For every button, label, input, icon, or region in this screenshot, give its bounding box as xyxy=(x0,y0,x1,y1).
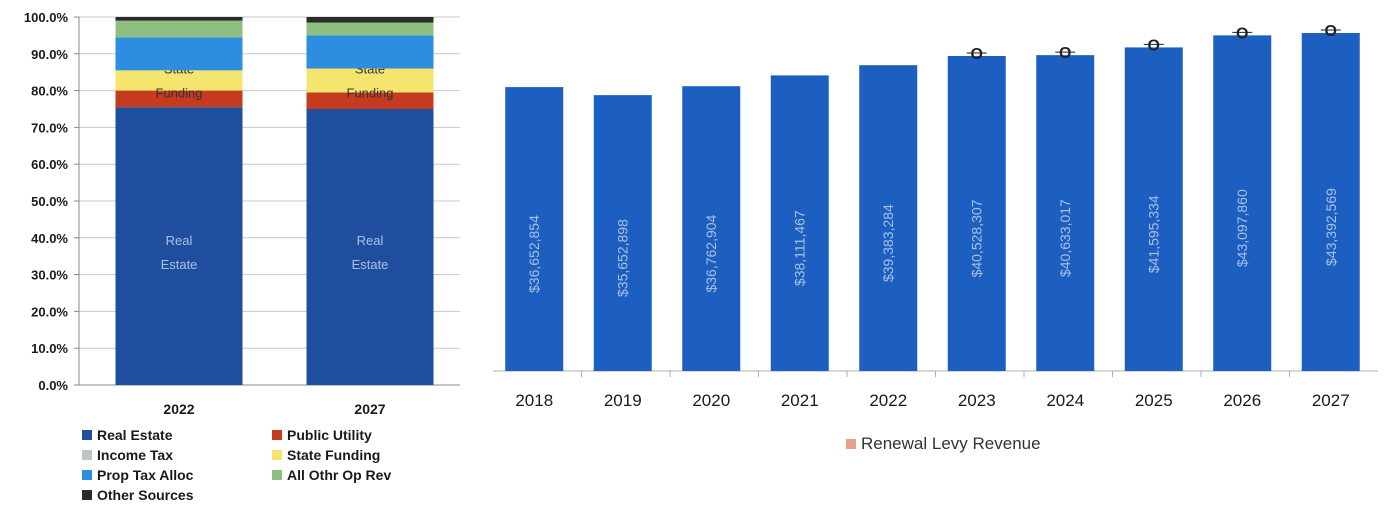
y-tick-label: 80.0% xyxy=(31,84,68,99)
legend-swatch xyxy=(272,470,282,480)
y-tick-label: 10.0% xyxy=(31,341,68,356)
legend-item: State Funding xyxy=(272,446,442,464)
x-category-label: 2025 xyxy=(1135,391,1173,410)
x-category-label: 2026 xyxy=(1223,391,1261,410)
bar-value-label: $43,097,860 xyxy=(1234,189,1250,267)
legend-label: Other Sources xyxy=(97,487,194,503)
bar-segment-public-utility xyxy=(115,90,243,108)
y-tick-label: 70.0% xyxy=(31,120,68,135)
legend-label: Income Tax xyxy=(97,447,173,463)
x-category-label: 2021 xyxy=(781,391,819,410)
y-tick-label: 40.0% xyxy=(31,231,68,246)
bar-value-label: $40,528,307 xyxy=(969,199,985,277)
bar-top-marker: O xyxy=(1325,23,1337,40)
bar-top-marker: O xyxy=(1236,25,1248,42)
bar-segment-state-funding xyxy=(306,68,434,93)
bar-segment-other-sources xyxy=(306,17,434,23)
x-category-label: 2020 xyxy=(692,391,730,410)
y-tick-label: 100.0% xyxy=(24,10,69,25)
legend-swatch xyxy=(272,430,282,440)
legend-label: All Othr Op Rev xyxy=(287,467,392,483)
bar-top-marker: O xyxy=(1059,45,1071,62)
legend-item: Real Estate xyxy=(82,426,272,444)
levy-bar xyxy=(593,95,652,371)
y-tick-label: 0.0% xyxy=(38,378,68,393)
x-category-label: 2027 xyxy=(354,401,385,417)
segment-label: Funding xyxy=(347,85,394,100)
x-category-label: 2018 xyxy=(515,391,553,410)
legend-item: All Othr Op Rev xyxy=(272,466,442,484)
bar-value-label: $41,595,334 xyxy=(1146,195,1162,273)
x-category-label: 2022 xyxy=(163,401,194,417)
bar-value-label: $39,383,284 xyxy=(880,204,896,282)
y-tick-label: 90.0% xyxy=(31,47,68,62)
bar-value-label: $35,652,898 xyxy=(615,219,631,297)
bar-segment-all-othr-op-rev xyxy=(306,22,434,36)
legend-swatch-renewal-levy xyxy=(846,439,856,449)
legend-label: Real Estate xyxy=(97,427,173,443)
legend-item: Income Tax xyxy=(82,446,272,464)
legend-label-renewal-levy: Renewal Levy Revenue xyxy=(861,434,1041,453)
x-category-label: 2024 xyxy=(1046,391,1084,410)
x-category-label: 2019 xyxy=(604,391,642,410)
legend-swatch xyxy=(82,450,92,460)
legend-label: Prop Tax Alloc xyxy=(97,467,194,483)
segment-label: Estate xyxy=(352,257,389,272)
legend-item: Public Utility xyxy=(272,426,442,444)
legend-swatch xyxy=(82,430,92,440)
revenue-mix-legend: Real Estate Public Utility Income Tax State… xyxy=(82,426,442,504)
levy-bar xyxy=(859,65,918,372)
bar-segment-prop-tax-alloc xyxy=(115,37,243,71)
x-category-label: 2022 xyxy=(869,391,907,410)
segment-label: Funding xyxy=(156,85,203,100)
legend-swatch xyxy=(82,490,92,500)
legend-swatch xyxy=(82,470,92,480)
bar-segment-all-othr-op-rev xyxy=(115,20,243,38)
y-tick-label: 60.0% xyxy=(31,157,68,172)
y-tick-label: 50.0% xyxy=(31,194,68,209)
levy-bar xyxy=(1124,47,1183,372)
y-tick-label: 30.0% xyxy=(31,268,68,283)
legend-swatch xyxy=(272,450,282,460)
bar-value-label: $43,392,569 xyxy=(1323,188,1339,266)
levy-bar xyxy=(1301,33,1360,371)
bar-value-label: $36,652,854 xyxy=(526,215,542,293)
bar-segment-real-estate xyxy=(306,109,434,385)
renewal-levy-legend: Renewal Levy Revenue xyxy=(846,434,1041,454)
legend-label: Public Utility xyxy=(287,427,372,443)
levy-bar xyxy=(505,87,564,371)
segment-label: Real xyxy=(166,233,193,248)
revenue-mix-chart: 0.0% 10.0% 20.0% 30.0% 40.0% 50.0% 60.0% 70.0% 8… xyxy=(24,10,460,417)
segment-label: Real xyxy=(357,233,384,248)
bar-segment-prop-tax-alloc xyxy=(306,35,434,69)
bar-segment-public-utility xyxy=(306,92,434,109)
segment-label: Estate xyxy=(161,257,198,272)
levy-bar xyxy=(770,75,829,372)
x-category-label: 2023 xyxy=(958,391,996,410)
bar-top-marker: O xyxy=(971,46,983,63)
renewal-levy-chart: $36,652,854 2018 $35,652,898 2019 $36,762,90… xyxy=(493,23,1378,410)
bar-segment-other-sources xyxy=(115,17,243,21)
levy-bar xyxy=(682,86,741,372)
x-category-label: 2027 xyxy=(1312,391,1350,410)
bar-top-marker: O xyxy=(1148,37,1160,54)
bar-value-label: $36,762,904 xyxy=(703,214,719,292)
legend-label: State Funding xyxy=(287,447,381,463)
bar-value-label: $38,111,467 xyxy=(792,210,808,286)
y-tick-label: 20.0% xyxy=(31,304,68,319)
levy-bar xyxy=(1213,35,1272,371)
levy-bar xyxy=(1036,55,1095,372)
legend-item: Other Sources xyxy=(82,486,272,504)
bar-value-label: $40,633,017 xyxy=(1057,199,1073,277)
levy-bar xyxy=(947,55,1006,371)
legend-item: Prop Tax Alloc xyxy=(82,466,272,484)
bar-segment-state-funding xyxy=(115,70,243,91)
bar-segment-real-estate xyxy=(115,107,243,385)
